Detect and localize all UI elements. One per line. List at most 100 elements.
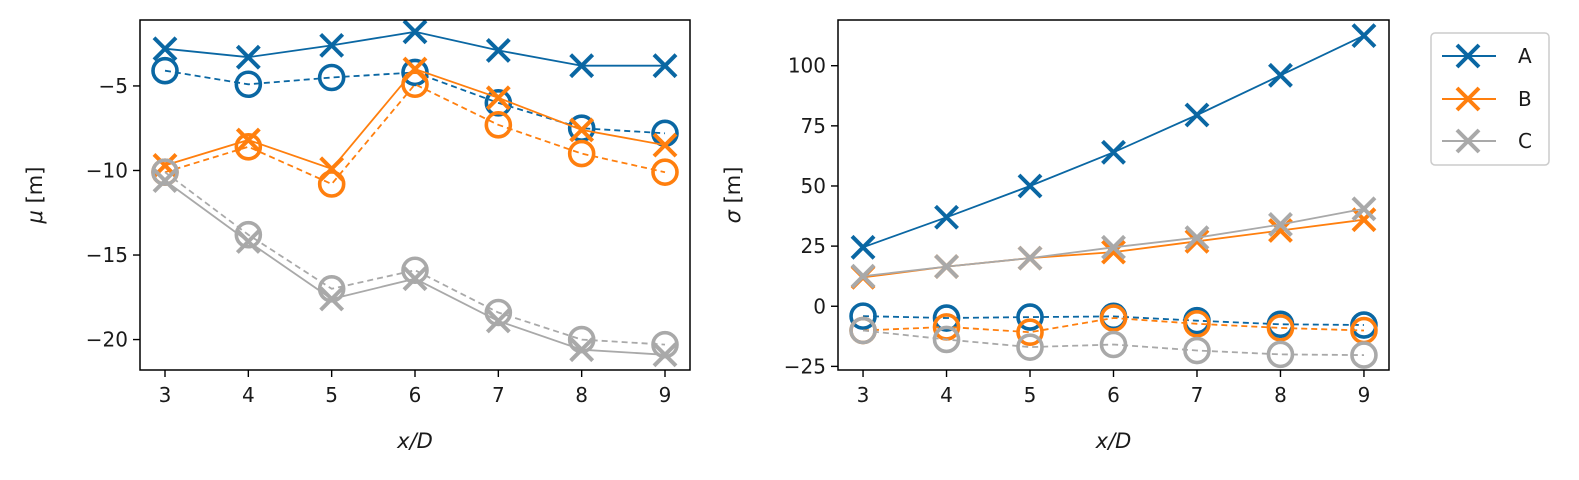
x-tick-label: 9 (1358, 383, 1371, 407)
circle-marker (1266, 340, 1295, 369)
x-marker (485, 38, 511, 63)
legend-marker-c (1455, 128, 1481, 154)
x-marker (569, 53, 595, 79)
x-tick-label: 9 (659, 383, 672, 407)
circle-marker (234, 220, 263, 249)
x-marker (569, 117, 595, 143)
circle-marker (1099, 330, 1128, 359)
x-marker (319, 286, 345, 312)
legend-item-a: A (1442, 43, 1532, 69)
y-tick-label: −20 (86, 328, 128, 352)
x-tick-label: 5 (325, 383, 338, 407)
x-marker (1101, 239, 1126, 265)
x-marker (850, 263, 876, 289)
y-tick-label: 0 (813, 294, 826, 318)
x-marker (485, 85, 511, 111)
circle-marker (567, 139, 596, 168)
series-mu-a-solid (152, 19, 678, 79)
circle-marker (1183, 336, 1211, 365)
x-tick-label: 8 (575, 383, 588, 407)
x-marker (934, 254, 959, 279)
y-axis-symbol: μ (23, 210, 47, 224)
y-axis-unit: [m] (23, 167, 47, 211)
circle-marker (567, 325, 596, 354)
y-tick-label: −25 (784, 354, 826, 378)
panel-sigma: 3 4 5 6 7 8 9 100 75 50 25 0 −25 x/D σ [m] (721, 19, 1390, 453)
circle-marker (849, 316, 877, 345)
x-tick-label: 7 (492, 383, 505, 407)
x-tick-label: 8 (1274, 383, 1287, 407)
x-marker (152, 36, 178, 62)
y-tick-label: −10 (86, 158, 128, 182)
x-tick-label: 6 (409, 383, 422, 407)
x-marker (652, 53, 678, 79)
circle-marker (932, 325, 961, 354)
legend: A B C (1430, 32, 1550, 166)
y-tick-label: 50 (801, 174, 826, 198)
series-mu-c-solid (152, 168, 678, 368)
circle-marker (1350, 341, 1378, 369)
x-marker (1017, 245, 1043, 271)
circle-marker (1016, 303, 1044, 331)
x-marker (850, 234, 876, 260)
legend-label-a: A (1518, 44, 1532, 68)
circle-marker (651, 330, 679, 359)
y-axis-symbol: σ (721, 209, 745, 223)
series-sigma-c-solid (850, 196, 1377, 289)
circle-marker (234, 133, 263, 161)
x-marker (934, 204, 959, 230)
x-marker (1017, 173, 1043, 199)
x-marker (1268, 212, 1293, 237)
x-tick-label: 7 (1191, 383, 1204, 407)
x-marker (402, 19, 428, 45)
x-marker (1351, 23, 1377, 49)
x-marker (1184, 225, 1210, 251)
series-line (164, 171, 666, 346)
circle-marker (849, 302, 877, 330)
y-tick-label: −5 (99, 74, 128, 98)
panel-mu: 3 4 5 6 7 8 9 −5 −10 −15 −20 x/D μ [m] (23, 19, 691, 453)
x-tick-label: 4 (242, 383, 255, 407)
x-marker (235, 127, 261, 153)
x-marker (569, 337, 595, 363)
x-marker (235, 44, 261, 70)
y-tick-label: 75 (801, 114, 826, 138)
circle-marker (151, 158, 179, 186)
series-mu-b-dashed (151, 70, 679, 198)
x-tick-label: 6 (1107, 383, 1120, 407)
y-tick-label: 25 (801, 234, 826, 258)
y-tick-label: −15 (86, 243, 128, 267)
legend-item-c: C (1442, 128, 1532, 154)
x-marker (1268, 62, 1293, 88)
series-mu-c-dashed (151, 158, 679, 359)
circle-marker (484, 298, 513, 327)
x-tick-label: 5 (1024, 383, 1037, 407)
circle-marker (1266, 314, 1295, 342)
y-axis-label: σ [m] (721, 167, 745, 224)
x-marker (1184, 102, 1210, 128)
x-marker (235, 229, 261, 254)
circle-marker (1183, 310, 1211, 338)
x-marker (652, 342, 678, 368)
circle-marker (484, 111, 513, 139)
x-marker (1351, 196, 1377, 222)
series-line (862, 329, 1365, 356)
circle-marker (317, 63, 346, 92)
x-marker (652, 132, 678, 158)
series-line (862, 315, 1365, 326)
circle-marker (401, 256, 429, 285)
circle-marker (151, 56, 179, 85)
series-sigma-c-dashed (849, 316, 1378, 369)
circle-marker (651, 158, 679, 186)
circle-marker (1099, 304, 1128, 332)
y-tick-label: 100 (788, 54, 826, 78)
legend-marker-a (1455, 43, 1481, 69)
circle-marker (401, 70, 429, 99)
circle-marker (317, 275, 346, 303)
x-marker (1184, 228, 1210, 254)
circle-marker (317, 170, 346, 198)
circle-marker (234, 70, 263, 99)
y-axis-label: μ [m] (23, 167, 47, 225)
